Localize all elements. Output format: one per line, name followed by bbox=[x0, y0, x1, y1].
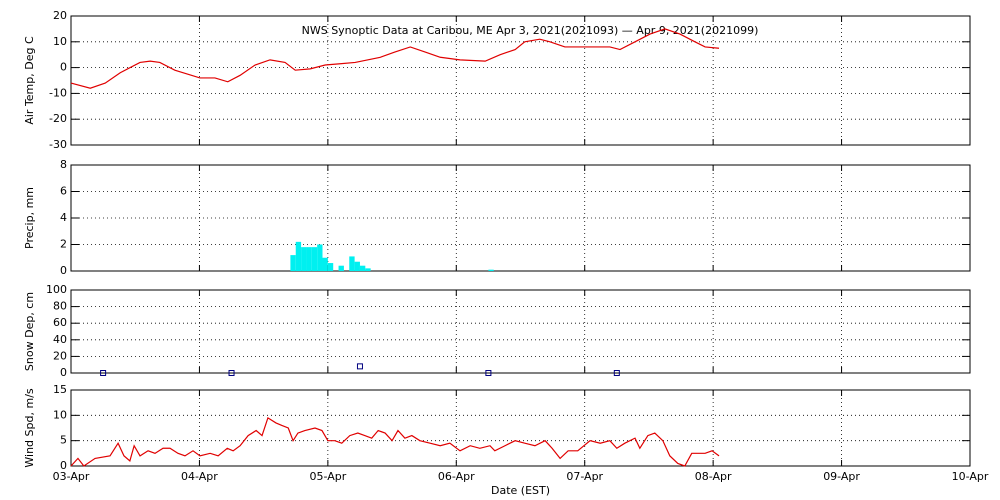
bar bbox=[322, 257, 328, 271]
bar bbox=[290, 255, 296, 271]
point bbox=[228, 370, 235, 376]
y-tick-label: 10 bbox=[53, 35, 67, 48]
point bbox=[100, 370, 107, 376]
y-tick-label: -30 bbox=[49, 138, 67, 151]
y-tick-label: 80 bbox=[53, 300, 67, 313]
y-tick-label: 100 bbox=[46, 283, 67, 296]
y-tick-label: 0 bbox=[60, 459, 67, 472]
y-tick-label: 60 bbox=[53, 316, 67, 329]
data-line bbox=[70, 416, 720, 467]
y-tick-label: -10 bbox=[49, 86, 67, 99]
x-axis-label: Date (EST) bbox=[491, 484, 550, 497]
y-tick-label: 6 bbox=[60, 185, 67, 198]
bar bbox=[327, 263, 334, 271]
plot-frame bbox=[70, 389, 971, 467]
x-tick-label: 03-Apr bbox=[53, 470, 90, 483]
y-tick-label: 0 bbox=[60, 366, 67, 379]
bar bbox=[488, 269, 494, 271]
y-tick-label: 40 bbox=[53, 333, 67, 346]
y-tick-label: 20 bbox=[53, 9, 67, 22]
y-tick-label: 20 bbox=[53, 349, 67, 362]
y-tick-label: 15 bbox=[53, 383, 67, 396]
y-tick-label: 8 bbox=[60, 158, 67, 171]
y-axis-label: Air Temp, Deg C bbox=[23, 36, 36, 125]
bar bbox=[354, 261, 360, 271]
x-tick-label: 04-Apr bbox=[181, 470, 218, 483]
bar bbox=[306, 247, 312, 271]
point bbox=[613, 370, 620, 376]
x-tick-label: 10-Apr bbox=[952, 470, 989, 483]
plot-frame bbox=[70, 289, 971, 374]
bar bbox=[359, 265, 366, 271]
y-tick-label: -20 bbox=[49, 112, 67, 125]
y-tick-label: 0 bbox=[60, 264, 67, 277]
x-tick-label: 06-Apr bbox=[438, 470, 475, 483]
x-tick-label: 07-Apr bbox=[566, 470, 603, 483]
bar bbox=[317, 244, 323, 271]
y-axis-label: Wind Spd, m/s bbox=[23, 388, 36, 468]
point bbox=[485, 370, 492, 376]
data-line bbox=[70, 28, 720, 89]
chart-title: NWS Synoptic Data at Caribou, ME Apr 3, … bbox=[302, 24, 759, 37]
y-tick-label: 2 bbox=[60, 238, 67, 251]
x-tick-label: 09-Apr bbox=[823, 470, 860, 483]
y-axis-label: Snow Dep, cm bbox=[23, 292, 36, 371]
bar bbox=[338, 265, 344, 271]
plot-frame bbox=[70, 15, 971, 146]
y-tick-label: 10 bbox=[53, 408, 67, 421]
bar bbox=[295, 241, 302, 271]
point bbox=[356, 363, 363, 370]
y-tick-label: 5 bbox=[60, 434, 67, 447]
y-tick-label: 0 bbox=[60, 61, 67, 74]
bar bbox=[311, 247, 318, 271]
y-axis-label: Precip, mm bbox=[23, 187, 36, 249]
bar bbox=[349, 256, 355, 271]
x-tick-label: 05-Apr bbox=[309, 470, 346, 483]
y-tick-label: 4 bbox=[60, 211, 67, 224]
x-tick-label: 08-Apr bbox=[695, 470, 732, 483]
bar bbox=[301, 247, 307, 271]
bar bbox=[365, 268, 371, 271]
